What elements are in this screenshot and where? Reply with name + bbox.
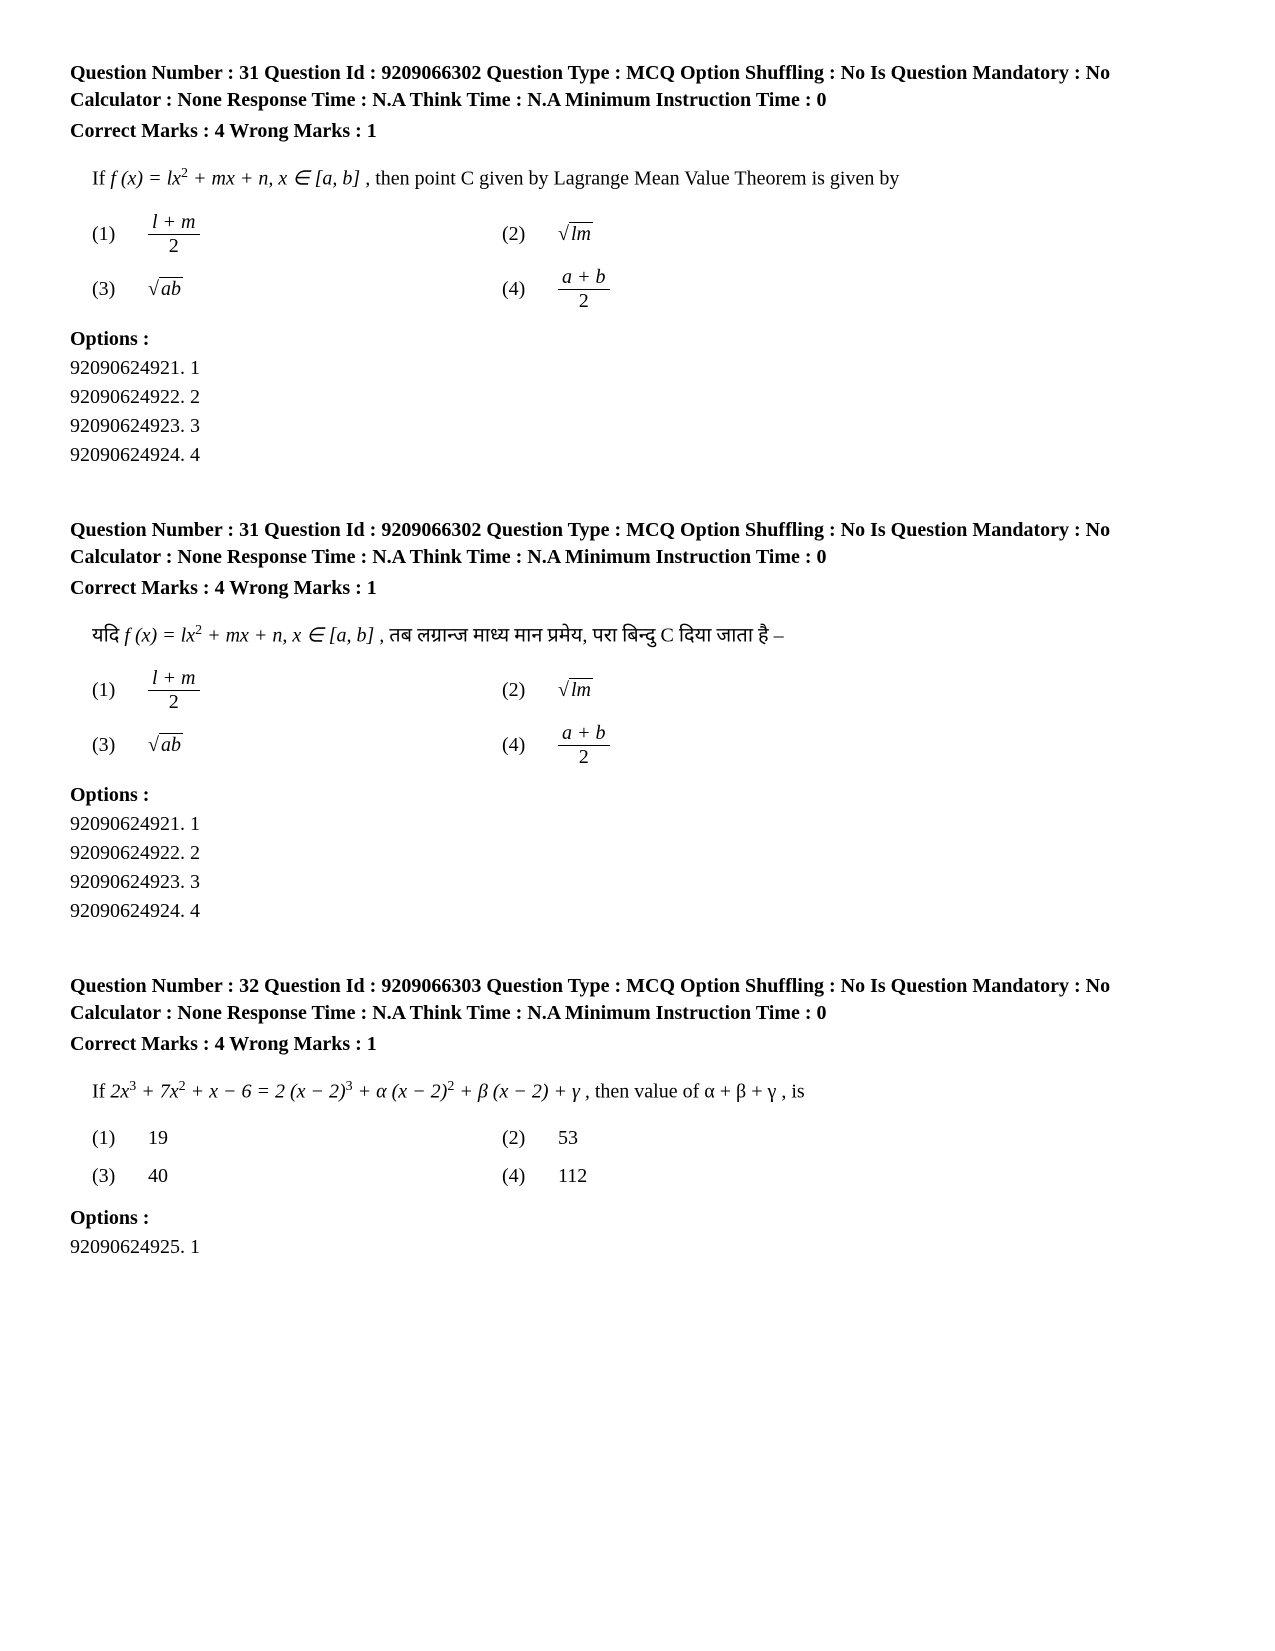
question-marks: Correct Marks : 4 Wrong Marks : 1 xyxy=(70,118,1205,145)
option-value: √ab xyxy=(148,732,183,759)
stem-poly: + β (x − 2) + γ , xyxy=(454,1081,590,1103)
option-id-line: 92090624922. 2 xyxy=(70,384,1205,411)
option-number: (4) xyxy=(502,732,558,759)
option-value: a + b2 xyxy=(558,723,610,768)
option-id-line: 92090624925. 1 xyxy=(70,1234,1205,1261)
stem-func: f (x) = lx xyxy=(124,624,195,646)
stem-poly: + 7x xyxy=(136,1081,178,1103)
frac-num: a + b xyxy=(558,267,610,290)
question-meta: Question Number : 32 Question Id : 92090… xyxy=(70,973,1205,1027)
option-number: (3) xyxy=(92,276,148,303)
option-id-line: 92090624924. 4 xyxy=(70,898,1205,925)
radicand: lm xyxy=(569,678,593,701)
stem-exp: 2 xyxy=(179,1079,186,1094)
stem-poly: 2x xyxy=(110,1081,129,1103)
question-stem: If 2x3 + 7x2 + x − 6 = 2 (x − 2)3 + α (x… xyxy=(92,1076,1205,1107)
stem-text: यदि xyxy=(92,624,124,646)
option-number: (1) xyxy=(92,1125,148,1152)
stem-func: f (x) = lx xyxy=(110,168,181,190)
option-value: 40 xyxy=(148,1163,168,1190)
option-row-2: (3) √ab (4) a + b2 xyxy=(92,723,1205,768)
radicand: lm xyxy=(569,222,593,245)
question-marks: Correct Marks : 4 Wrong Marks : 1 xyxy=(70,1031,1205,1058)
option-value: l + m2 xyxy=(148,668,200,713)
option-number: (2) xyxy=(502,221,558,248)
stem-text: If xyxy=(92,1081,110,1103)
question-meta: Question Number : 31 Question Id : 92090… xyxy=(70,517,1205,571)
option-number: (4) xyxy=(502,276,558,303)
stem-poly: + α (x − 2) xyxy=(353,1081,448,1103)
option-number: (1) xyxy=(92,677,148,704)
option-id-line: 92090624921. 1 xyxy=(70,355,1205,382)
options-header: Options : xyxy=(70,1205,1205,1232)
option-number: (2) xyxy=(502,677,558,704)
question-stem: If f (x) = lx2 + mx + n, x ∈ [a, b] , th… xyxy=(92,163,1205,194)
frac-den: 2 xyxy=(558,290,610,312)
option-value: 112 xyxy=(558,1163,587,1190)
stem-suffix: तब लग्रान्ज माध्य मान प्रमेय, परा बिन्दु… xyxy=(384,624,783,646)
option-id-line: 92090624923. 3 xyxy=(70,413,1205,440)
question-marks: Correct Marks : 4 Wrong Marks : 1 xyxy=(70,575,1205,602)
option-value: √ab xyxy=(148,276,183,303)
question-stem: यदि f (x) = lx2 + mx + n, x ∈ [a, b] , त… xyxy=(92,620,1205,651)
stem-text: If xyxy=(92,168,110,190)
options-header: Options : xyxy=(70,782,1205,809)
question-content: If f (x) = lx2 + mx + n, x ∈ [a, b] , th… xyxy=(92,163,1205,312)
option-number: (3) xyxy=(92,1163,148,1190)
frac-num: l + m xyxy=(148,212,200,235)
option-row-2: (3) √ab (4) a + b2 xyxy=(92,267,1205,312)
option-number: (3) xyxy=(92,732,148,759)
option-number: (4) xyxy=(502,1163,558,1190)
radicand: ab xyxy=(159,733,183,756)
question-block-31-hi: Question Number : 31 Question Id : 92090… xyxy=(70,517,1205,926)
option-value: √lm xyxy=(558,677,593,704)
stem-suffix: then point C given by Lagrange Mean Valu… xyxy=(370,168,899,190)
question-block-31-en: Question Number : 31 Question Id : 92090… xyxy=(70,60,1205,469)
stem-suffix: then value of α + β + γ , is xyxy=(590,1081,805,1103)
option-value: 19 xyxy=(148,1125,168,1152)
question-meta: Question Number : 31 Question Id : 92090… xyxy=(70,60,1205,114)
frac-den: 2 xyxy=(558,746,610,768)
frac-den: 2 xyxy=(148,691,200,713)
option-id-line: 92090624922. 2 xyxy=(70,840,1205,867)
question-block-32-en: Question Number : 32 Question Id : 92090… xyxy=(70,973,1205,1261)
option-row-1: (1) 19 (2) 53 xyxy=(92,1125,1205,1153)
frac-num: a + b xyxy=(558,723,610,746)
option-row-1: (1) l + m2 (2) √lm xyxy=(92,668,1205,713)
option-number: (1) xyxy=(92,221,148,248)
stem-poly: + x − 6 = 2 (x − 2) xyxy=(186,1081,346,1103)
option-id-line: 92090624923. 3 xyxy=(70,869,1205,896)
option-number: (2) xyxy=(502,1125,558,1152)
question-content: If 2x3 + 7x2 + x − 6 = 2 (x − 2)3 + α (x… xyxy=(92,1076,1205,1191)
question-content: यदि f (x) = lx 2 + mx + n, x ∈ [a, b] , त… xyxy=(92,620,1205,769)
option-value: 53 xyxy=(558,1125,578,1152)
option-row-2: (3) 40 (4) 112 xyxy=(92,1163,1205,1191)
stem-exp: 3 xyxy=(346,1079,353,1094)
option-value: a + b2 xyxy=(558,267,610,312)
option-id-line: 92090624924. 4 xyxy=(70,442,1205,469)
frac-den: 2 xyxy=(148,235,200,257)
stem-mid: + mx + n, x ∈ [a, b] , xyxy=(202,624,384,646)
stem-exp: 2 xyxy=(181,166,188,181)
radicand: ab xyxy=(159,277,183,300)
option-id-line: 92090624921. 1 xyxy=(70,811,1205,838)
option-value: √lm xyxy=(558,221,593,248)
options-header: Options : xyxy=(70,326,1205,353)
frac-num: l + m xyxy=(148,668,200,691)
option-row-1: (1) l + m2 (2) √lm xyxy=(92,212,1205,257)
stem-mid: + mx + n, x ∈ [a, b] , xyxy=(188,168,370,190)
option-value: l + m2 xyxy=(148,212,200,257)
